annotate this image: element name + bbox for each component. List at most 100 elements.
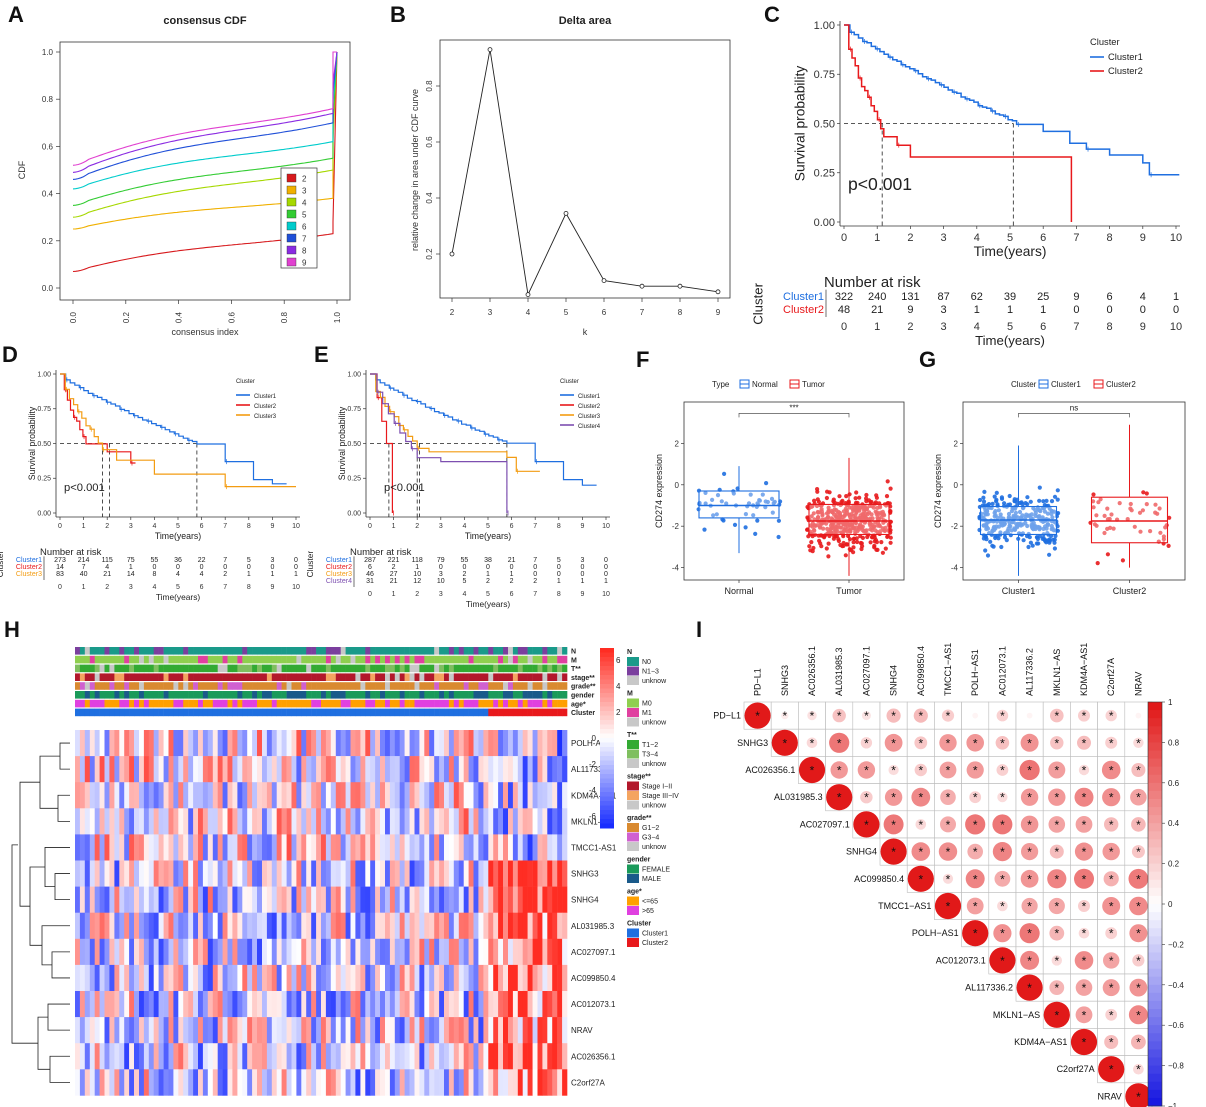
h-annotation-cell	[158, 691, 164, 699]
h-heatmap-cell	[75, 834, 81, 861]
C-risk-value: 322	[835, 291, 853, 303]
h-heatmap-cell	[453, 886, 460, 913]
F-data-point	[748, 492, 753, 497]
i-significance-star: *	[891, 845, 896, 859]
h-heatmap-cell	[488, 1017, 494, 1044]
D-ytick-label: 0.00	[37, 510, 51, 517]
h-annotation-cell	[173, 699, 179, 708]
D-risk-value: 1	[270, 571, 274, 578]
G-data-point	[1107, 516, 1112, 522]
h-heatmap-cell	[345, 756, 351, 783]
h-heatmap-cell	[424, 991, 430, 1018]
D-risk-value: 4	[176, 571, 180, 578]
h-annotation-cell	[183, 691, 189, 699]
h-annotation-cell	[301, 647, 307, 655]
h-annotation-cell	[124, 647, 130, 655]
h-heatmap-cell	[448, 782, 455, 809]
h-heatmap-cell	[375, 964, 381, 992]
i-colorbar-segment	[1148, 1025, 1162, 1034]
h-annotation-cell	[345, 664, 351, 673]
h-heatmap-cell	[325, 808, 332, 835]
h-heatmap-cell	[385, 991, 391, 1018]
panel-b-xtick-label: 8	[678, 308, 683, 317]
G-ytick-label: -4	[951, 564, 959, 573]
h-heatmap-cell	[129, 1017, 135, 1044]
h-heatmap-cell	[370, 808, 376, 835]
h-heatmap-cell	[198, 782, 204, 809]
h-heatmap-cell	[148, 964, 155, 992]
h-heatmap-cell	[512, 1043, 519, 1070]
h-annotation-cell	[109, 673, 115, 681]
h-heatmap-cell	[355, 912, 361, 940]
F-box	[808, 503, 890, 536]
h-annotation-cell	[503, 699, 509, 708]
h-annotation-cell	[375, 655, 381, 664]
h-annotation-cell	[483, 647, 489, 655]
h-heatmap-cell	[463, 808, 469, 835]
i-colorbar-segment	[1148, 952, 1162, 962]
i-significance-star: *	[1109, 981, 1114, 995]
h-annotation-cell	[291, 655, 297, 664]
h-annotation-cell	[424, 664, 430, 673]
h-annotation-cell	[385, 682, 391, 690]
h-heatmap-cell	[444, 860, 450, 887]
panel-b-plot-frame	[439, 39, 731, 299]
h-heatmap-cell	[458, 991, 465, 1018]
h-annotation-cell	[178, 691, 184, 699]
h-annotation-cell	[202, 673, 209, 681]
panel-c-survival-chart: C 0.000.250.500.751.000 1 2 3 4 5 6 7 8 9 10Time(y…	[750, 2, 1182, 348]
h-heatmap-cell	[271, 1043, 278, 1070]
h-annotation-cell	[547, 664, 553, 673]
h-heatmap-cell	[463, 1069, 469, 1096]
h-heatmap-cell	[306, 730, 312, 757]
h-annotation-cell	[163, 664, 169, 673]
h-heatmap-cell	[340, 912, 346, 940]
h-heatmap-cell	[340, 834, 346, 861]
h-heatmap-cell	[306, 886, 312, 913]
G-data-point	[1158, 530, 1163, 535]
h-heatmap-cell	[75, 886, 81, 913]
i-colorbar-segment	[1148, 976, 1162, 986]
h-annotation-cell	[79, 673, 86, 681]
E-risk-xtick: 5	[486, 591, 490, 598]
h-annotation-cell	[355, 708, 361, 717]
h-heatmap-cell	[493, 912, 499, 940]
h-annotation-cell	[266, 699, 273, 708]
h-annotation-cell	[306, 691, 312, 699]
h-heatmap-cell	[547, 991, 553, 1018]
h-annotation-cell	[512, 664, 519, 673]
h-heatmap-cell	[99, 730, 105, 757]
h-heatmap-cell	[168, 834, 174, 861]
h-annotation-cell	[291, 691, 297, 699]
h-annotation-cell	[493, 664, 499, 673]
i-correlation-circle	[806, 737, 818, 749]
G-data-point	[1125, 517, 1130, 522]
h-heatmap-cell	[286, 1043, 292, 1070]
h-annotation-cell	[409, 673, 415, 681]
i-correlation-circle	[1019, 923, 1040, 944]
F-data-point	[884, 494, 890, 499]
h-annotation-cell	[444, 691, 450, 699]
h-annotation-cell	[94, 691, 100, 699]
h-heatmap-cell	[473, 1043, 479, 1070]
h-heatmap-cell	[316, 1043, 322, 1070]
h-dendrogram-branch	[44, 847, 70, 887]
F-data-point	[806, 534, 811, 539]
G-data-point	[1045, 522, 1051, 527]
h-heatmap-cell	[198, 1043, 204, 1070]
h-heatmap-cell	[271, 1017, 278, 1044]
h-annotation-cell	[257, 655, 263, 664]
h-heatmap-cell	[158, 1043, 164, 1070]
h-annotation-cell	[473, 708, 479, 717]
i-correlation-circle	[1020, 950, 1040, 970]
i-significance-star: *	[1109, 1063, 1114, 1077]
h-heatmap-cell	[478, 964, 484, 992]
h-annotation-cell	[330, 699, 337, 708]
F-data-point	[888, 486, 893, 491]
h-annotation-cell	[104, 699, 110, 708]
h-heatmap-cell	[414, 1069, 420, 1096]
h-heatmap-cell	[257, 730, 263, 757]
G-data-point	[1004, 538, 1009, 543]
i-significance-star: *	[1054, 791, 1059, 805]
F-data-point	[885, 479, 890, 484]
